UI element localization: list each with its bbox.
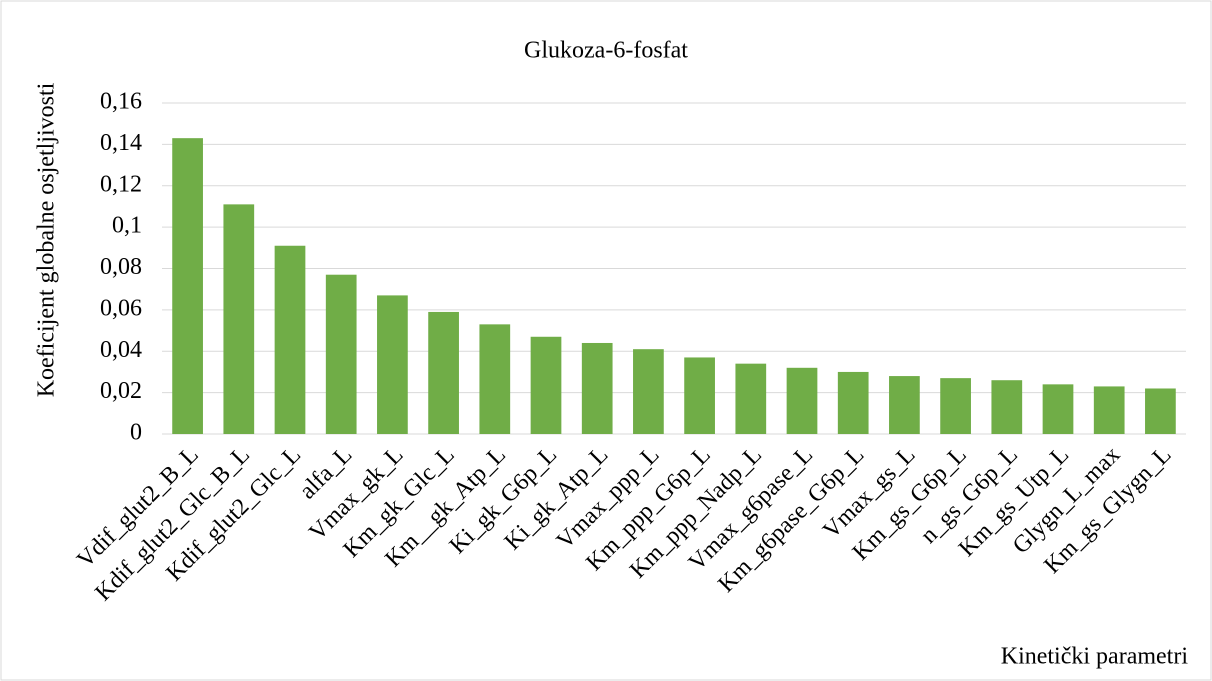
- y-tick-label: 0,02: [100, 378, 142, 404]
- bar: [940, 378, 971, 434]
- bar: [581, 342, 613, 434]
- bar: [479, 324, 511, 434]
- bar: [786, 367, 818, 434]
- x-axis-label: Kinetički parametri: [1001, 644, 1189, 670]
- y-axis-label: Koeficijent globalne osjetljivosti: [34, 82, 60, 397]
- bar: [1145, 388, 1176, 434]
- bar: [274, 245, 306, 434]
- bar: [633, 349, 664, 434]
- bar: [837, 371, 869, 434]
- y-tick-label: 0,04: [100, 337, 142, 363]
- bar: [1093, 386, 1125, 434]
- chart-title: Glukoza-6-fosfat: [524, 38, 688, 64]
- bar: [889, 376, 920, 434]
- bar: [223, 204, 255, 434]
- y-tick-label: 0,14: [100, 130, 142, 156]
- y-tick-label: 0,12: [100, 171, 142, 197]
- bar: [684, 357, 715, 434]
- bar: [735, 363, 767, 434]
- bar: [1042, 384, 1074, 434]
- bar: [530, 336, 562, 434]
- bar: [325, 274, 357, 434]
- bar: [377, 295, 408, 434]
- bar: [428, 311, 459, 434]
- y-tick-label: 0,16: [100, 89, 142, 115]
- y-tick-label: 0,08: [100, 254, 142, 280]
- y-tick-label: 0: [130, 420, 142, 446]
- bar: [172, 138, 203, 434]
- bar: [991, 380, 1023, 434]
- y-tick-label: 0,06: [100, 295, 142, 321]
- y-tick-label: 0,1: [112, 213, 142, 239]
